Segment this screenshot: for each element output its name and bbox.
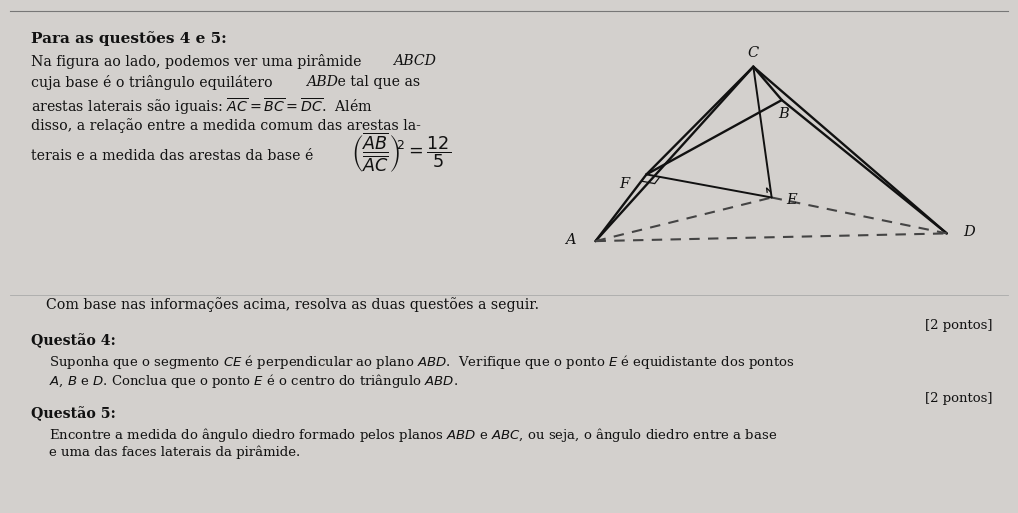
Text: $A$, $B$ e $D$. Conclua que o ponto $E$ é o centro do triângulo $ABD$.: $A$, $B$ e $D$. Conclua que o ponto $E$ … (49, 372, 458, 390)
Text: e uma das faces laterais da pirâmide.: e uma das faces laterais da pirâmide. (49, 445, 300, 459)
Text: [2 pontos]: [2 pontos] (925, 392, 993, 405)
Text: Na figura ao lado, podemos ver uma pirâmide: Na figura ao lado, podemos ver uma pirâm… (31, 54, 365, 69)
Text: Para as questões 4 e 5:: Para as questões 4 e 5: (31, 31, 226, 46)
Text: terais e a medida das arestas da base é: terais e a medida das arestas da base é (31, 149, 313, 163)
Text: C: C (747, 46, 759, 60)
Text: E: E (787, 192, 797, 207)
Text: Questão 4:: Questão 4: (31, 333, 115, 348)
Text: [2 pontos]: [2 pontos] (925, 319, 993, 332)
Text: D: D (963, 225, 975, 240)
Text: Encontre a medida do ângulo diedro formado pelos planos $ABD$ e $ABC$, ou seja, : Encontre a medida do ângulo diedro forma… (49, 426, 777, 444)
Text: e tal que as: e tal que as (333, 75, 420, 89)
Text: arestas laterais são iguais: $\overline{AC} = \overline{BC} = \overline{DC}$.  A: arestas laterais são iguais: $\overline{… (31, 97, 373, 117)
Text: F: F (619, 176, 629, 191)
Text: disso, a relação entre a medida comum das arestas la-: disso, a relação entre a medida comum da… (31, 119, 420, 133)
Text: cuja base é o triângulo equilátero: cuja base é o triângulo equilátero (31, 75, 277, 90)
Text: Suponha que o segmento $CE$ é perpendicular ao plano $ABD$.  Verifique que o pon: Suponha que o segmento $CE$ é perpendicu… (49, 353, 794, 371)
Text: Com base nas informações acima, resolva as duas questões a seguir.: Com base nas informações acima, resolva … (46, 298, 539, 312)
Text: ABCD: ABCD (393, 54, 436, 68)
Text: B: B (779, 107, 789, 121)
Text: A: A (565, 233, 575, 247)
Text: ABD: ABD (306, 75, 338, 89)
Text: $\left(\dfrac{\overline{AB}}{\overline{AC}}\right)^{\!\!2} = \dfrac{12}{5}$: $\left(\dfrac{\overline{AB}}{\overline{A… (351, 131, 451, 175)
Text: Questão 5:: Questão 5: (31, 406, 115, 421)
